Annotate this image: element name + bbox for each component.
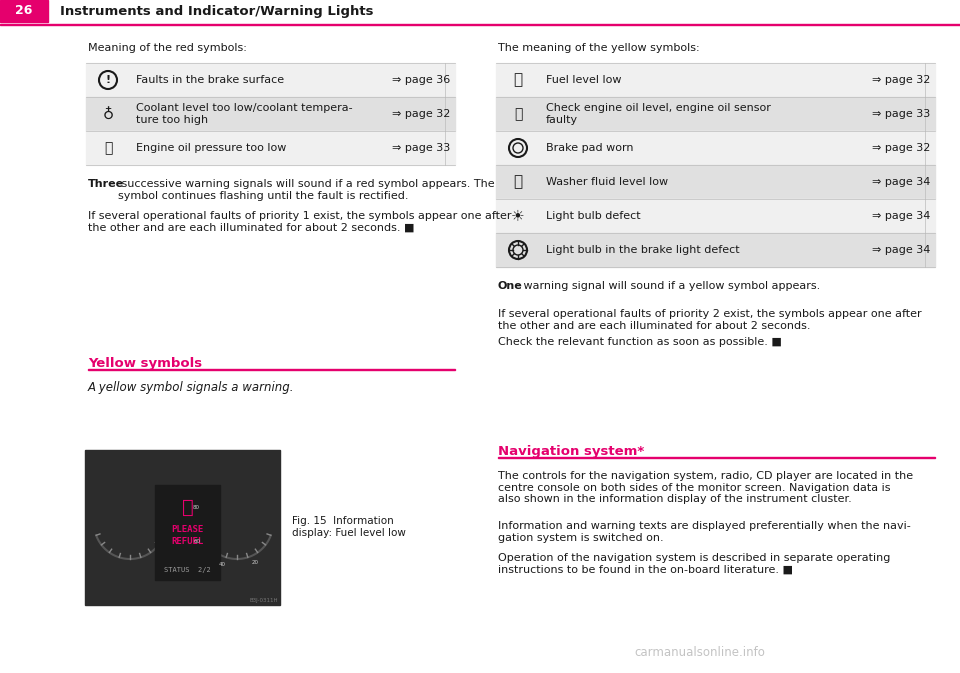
Text: ⇒ page 32: ⇒ page 32 [392,109,450,119]
Bar [498,457,935,458]
Text: ⇒ page 33: ⇒ page 33 [392,143,450,153]
Text: Light bulb defect: Light bulb defect [546,211,640,221]
Text: Engine oil pressure too low: Engine oil pressure too low [136,143,286,153]
Bar [155,485,220,580]
Text: Coolant level too low/coolant tempera-: Coolant level too low/coolant tempera- [136,103,352,113]
Text: 80: 80 [192,505,199,510]
Text: warning signal will sound if a yellow symbol appears.: warning signal will sound if a yellow sy… [520,281,820,291]
Text: ⇒ page 34: ⇒ page 34 [872,211,930,221]
Text: 🛢: 🛢 [104,141,112,155]
Text: The meaning of the yellow symbols:: The meaning of the yellow symbols: [498,43,700,53]
Text: 20: 20 [252,561,259,565]
Bar [86,63,455,97]
Text: If several operational faults of priority 2 exist, the symbols appear one after
: If several operational faults of priorit… [498,309,922,330]
Text: STATUS  2/2: STATUS 2/2 [164,567,211,573]
Bar [88,369,455,370]
Text: faulty: faulty [546,115,578,125]
Text: Fuel level low: Fuel level low [546,75,621,85]
Text: ⛽: ⛽ [181,497,193,516]
Text: ⇒ page 36: ⇒ page 36 [392,75,450,85]
Text: 🛢: 🛢 [514,107,522,121]
Text: PLEASE: PLEASE [172,524,204,534]
Text: B3J-0311H: B3J-0311H [250,598,278,603]
Text: Yellow symbols: Yellow symbols [88,357,203,370]
Text: carmanualsonline.info: carmanualsonline.info [635,647,765,660]
Text: Light bulb in the brake light defect: Light bulb in the brake light defect [546,245,739,255]
Text: Operation of the navigation system is described in separate operating
instructio: Operation of the navigation system is de… [498,553,890,575]
Text: Three: Three [88,179,124,189]
Text: !: ! [106,75,110,85]
Bar [0,0,48,22]
Bar [496,233,935,267]
Text: If several operational faults of priority 1 exist, the symbols appear one after
: If several operational faults of priorit… [88,211,512,233]
Text: Check the relevant function as soon as possible. ■: Check the relevant function as soon as p… [498,337,781,347]
Bar [496,131,935,165]
Text: 40: 40 [219,562,226,567]
Bar [86,97,455,131]
Text: Navigation system*: Navigation system* [498,445,644,458]
Text: ⇒ page 32: ⇒ page 32 [872,143,930,153]
Text: ⛽: ⛽ [514,73,522,87]
Bar [496,165,935,199]
Text: successive warning signals will sound if a red symbol appears. The
symbol contin: successive warning signals will sound if… [118,179,494,201]
Bar [496,63,935,97]
Text: ⇒ page 34: ⇒ page 34 [872,177,930,187]
Text: ⇒ page 32: ⇒ page 32 [872,75,930,85]
Text: 60: 60 [194,539,201,544]
Text: Fig. 15  Information: Fig. 15 Information [292,516,394,526]
Bar [86,131,455,165]
Bar [496,199,935,233]
Text: Check engine oil level, engine oil sensor: Check engine oil level, engine oil senso… [546,103,771,113]
Text: ⛆: ⛆ [514,174,522,190]
Text: The controls for the navigation system, radio, CD player are located in the
cent: The controls for the navigation system, … [498,471,913,504]
Text: ☀: ☀ [511,209,525,223]
Bar [496,97,935,131]
Text: ⇒ page 34: ⇒ page 34 [872,245,930,255]
Text: Brake pad worn: Brake pad worn [546,143,634,153]
Text: Washer fluid level low: Washer fluid level low [546,177,668,187]
Text: Meaning of the red symbols:: Meaning of the red symbols: [88,43,247,53]
Text: One: One [498,281,523,291]
Text: Faults in the brake surface: Faults in the brake surface [136,75,284,85]
Text: A yellow symbol signals a warning.: A yellow symbol signals a warning. [88,381,295,394]
Bar [0,24,960,25]
Text: ture too high: ture too high [136,115,208,125]
Text: display: Fuel level low: display: Fuel level low [292,528,406,538]
Text: REFUEL: REFUEL [172,536,204,546]
Text: ⇒ page 33: ⇒ page 33 [872,109,930,119]
Text: ♁: ♁ [103,106,113,122]
Bar [85,450,280,605]
Text: Instruments and Indicator/Warning Lights: Instruments and Indicator/Warning Lights [60,5,373,17]
Text: 26: 26 [15,5,33,17]
Text: Information and warning texts are displayed preferentially when the navi-
gation: Information and warning texts are displa… [498,521,911,542]
